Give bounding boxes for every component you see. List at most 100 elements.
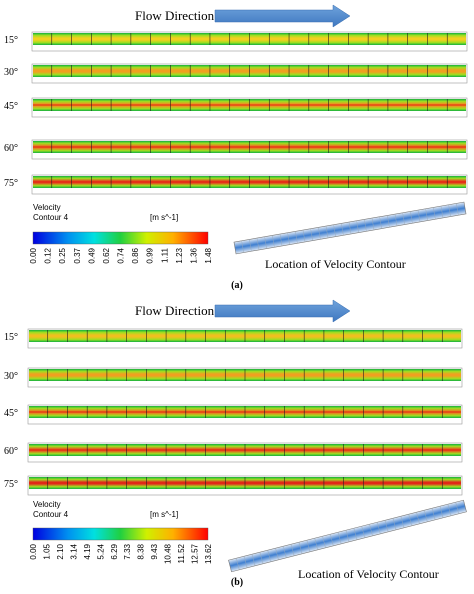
tube-segment xyxy=(424,510,428,522)
tube-segment xyxy=(379,216,382,229)
tube-segment xyxy=(400,516,405,528)
tube-segment xyxy=(310,228,313,241)
tube-segment xyxy=(402,212,405,225)
colorbar-tick-label: 0.00 xyxy=(29,247,38,263)
legend-subtitle: Contour 4 xyxy=(33,213,69,222)
tube-segment xyxy=(364,219,367,232)
colorbar-tick-label: 3.14 xyxy=(69,543,78,559)
flow-arrow xyxy=(214,299,351,323)
colorbar-tick-label: 2.10 xyxy=(56,543,65,559)
tube-segment xyxy=(241,240,244,253)
tube-segment xyxy=(283,546,287,558)
colorbar-tick-label: 8.38 xyxy=(137,543,146,559)
tube-segment xyxy=(392,518,397,530)
angle-label: 15° xyxy=(4,35,18,46)
tube-segment xyxy=(318,227,321,240)
legend-title: Velocity xyxy=(33,500,61,509)
tube-segment xyxy=(369,524,373,536)
tube-segment xyxy=(447,504,452,516)
colorbar-tick-label: 0.25 xyxy=(58,247,67,263)
tube-segment xyxy=(455,502,459,514)
colorbar-tick-label: 0.37 xyxy=(73,247,82,263)
tube-segment xyxy=(259,552,264,564)
tube-segment xyxy=(384,520,389,532)
tube-segment xyxy=(341,223,344,236)
tube-segment xyxy=(314,538,318,550)
tube-segment xyxy=(356,220,359,233)
colorbar-tick-label: 1.23 xyxy=(175,247,184,263)
tube-segment xyxy=(431,508,436,520)
colorbar-tick-label: 0.00 xyxy=(29,543,38,559)
tube-segment xyxy=(322,536,326,548)
colorbar-tick-label: 1.11 xyxy=(160,247,169,263)
angle-label: 45° xyxy=(4,408,18,419)
colorbar-tick-label: 9.43 xyxy=(150,543,159,559)
legend-title: Velocity xyxy=(33,203,61,212)
flow-arrow xyxy=(214,4,351,28)
tube-segment xyxy=(272,235,275,248)
tube-segment xyxy=(456,203,459,216)
colorbar-tick-label: 5.24 xyxy=(96,543,105,559)
colorbar-tick-label: 11.52 xyxy=(177,543,186,563)
tube-segment xyxy=(290,544,295,556)
tube-segment xyxy=(353,528,358,540)
tube-segment xyxy=(287,232,290,245)
angle-label: 45° xyxy=(4,101,18,112)
tube-segment xyxy=(416,512,420,524)
legend-unit: [m s^-1] xyxy=(150,510,178,519)
colorbar-tick-label: 0.49 xyxy=(87,247,96,263)
colorbar-tick-label: 1.36 xyxy=(189,247,198,263)
angle-label: 75° xyxy=(4,178,18,189)
panel-label: (a) xyxy=(231,280,243,291)
colorbar-tick-label: 0.99 xyxy=(146,247,155,263)
tube-segment xyxy=(295,231,298,244)
panel-label: (b) xyxy=(231,577,243,588)
tube-segment xyxy=(439,506,444,518)
tube-segment xyxy=(267,550,271,562)
angle-label: 15° xyxy=(4,332,18,343)
tube-segment xyxy=(279,234,283,246)
tube-illustration xyxy=(233,201,467,255)
angle-label: 30° xyxy=(4,371,18,382)
tube-segment xyxy=(325,226,329,238)
tube-segment xyxy=(243,556,248,568)
colorbar-tick-label: 12.57 xyxy=(191,543,200,564)
tube-segment xyxy=(348,222,352,234)
tube-segment xyxy=(330,534,334,546)
colorbar-tick-label: 1.05 xyxy=(42,543,51,559)
tube-segment xyxy=(387,215,390,228)
tube-illustration xyxy=(228,499,467,573)
legend-subtitle: Contour 4 xyxy=(33,510,69,519)
angle-label: 60° xyxy=(4,143,18,154)
tube-segment xyxy=(264,236,267,249)
tube-segment xyxy=(275,548,279,560)
colorbar-tick-label: 0.12 xyxy=(44,247,53,263)
tube-segment xyxy=(249,239,252,252)
location-label: Location of Velocity Contour xyxy=(298,567,439,581)
tube-segment xyxy=(410,211,413,224)
tube-segment xyxy=(333,224,336,237)
tube-segment xyxy=(337,532,342,544)
colorbar-tick-label: 7.33 xyxy=(123,543,132,559)
tube-segment xyxy=(377,522,381,534)
tube-segment xyxy=(394,214,398,226)
colorbar-tick-label: 13.62 xyxy=(204,543,213,564)
arrow-label: Flow Direction xyxy=(135,303,215,318)
colorbar-tick-label: 0.62 xyxy=(102,247,111,263)
tube-segment xyxy=(425,208,428,221)
tube-segment xyxy=(361,526,365,538)
colorbar xyxy=(32,527,209,541)
tube-segment xyxy=(236,558,240,570)
colorbar-tick-label: 10.48 xyxy=(164,543,173,564)
tube-segment xyxy=(302,230,306,242)
tube-segment xyxy=(408,514,412,526)
tube-segment xyxy=(298,542,303,554)
tube-segment xyxy=(345,530,350,542)
tube-segment xyxy=(448,204,451,217)
angle-label: 75° xyxy=(4,479,18,490)
angle-label: 60° xyxy=(4,446,18,457)
tube-segment xyxy=(433,207,436,220)
colorbar-tick-label: 4.19 xyxy=(83,543,92,559)
tube-segment xyxy=(371,218,375,230)
